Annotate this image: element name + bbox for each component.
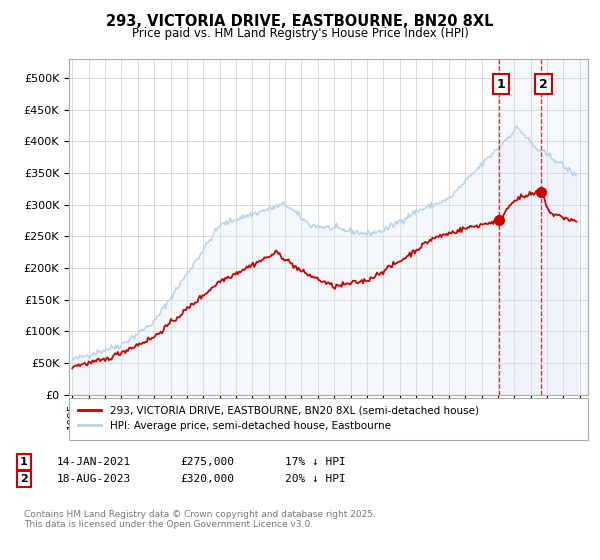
Text: Price paid vs. HM Land Registry's House Price Index (HPI): Price paid vs. HM Land Registry's House … — [131, 27, 469, 40]
Text: £320,000: £320,000 — [180, 474, 234, 484]
Legend: 293, VICTORIA DRIVE, EASTBOURNE, BN20 8XL (semi-detached house), HPI: Average pr: 293, VICTORIA DRIVE, EASTBOURNE, BN20 8X… — [74, 402, 483, 435]
Bar — [541, 59, 588, 395]
Text: Contains HM Land Registry data © Crown copyright and database right 2025.
This d: Contains HM Land Registry data © Crown c… — [24, 510, 376, 529]
Text: 18-AUG-2023: 18-AUG-2023 — [57, 474, 131, 484]
Text: 293, VICTORIA DRIVE, EASTBOURNE, BN20 8XL: 293, VICTORIA DRIVE, EASTBOURNE, BN20 8X… — [106, 14, 494, 29]
Text: 2: 2 — [20, 474, 28, 484]
Text: 20% ↓ HPI: 20% ↓ HPI — [285, 474, 346, 484]
Bar — [499, 59, 541, 395]
Text: 1: 1 — [20, 457, 28, 467]
Text: 17% ↓ HPI: 17% ↓ HPI — [285, 457, 346, 467]
Text: 2: 2 — [539, 78, 548, 91]
Text: 1: 1 — [497, 78, 505, 91]
Text: £275,000: £275,000 — [180, 457, 234, 467]
FancyBboxPatch shape — [69, 398, 588, 440]
Text: 14-JAN-2021: 14-JAN-2021 — [57, 457, 131, 467]
